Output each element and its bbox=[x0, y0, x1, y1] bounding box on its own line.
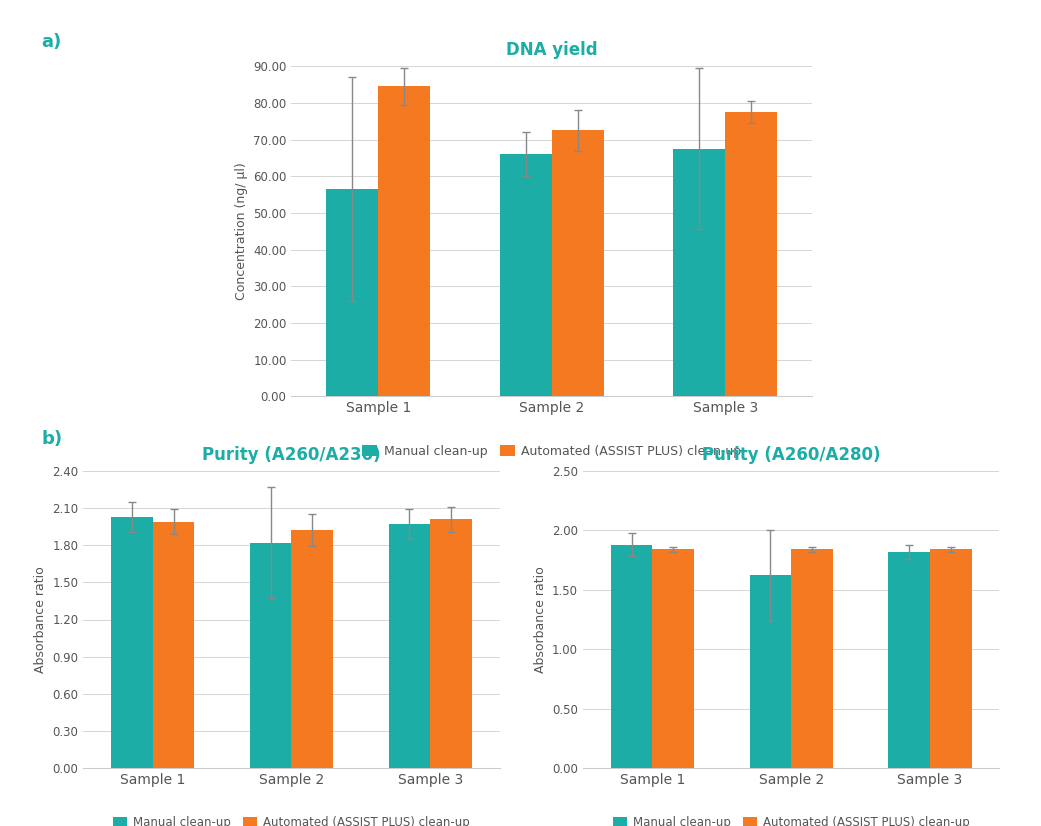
Y-axis label: Absorbance ratio: Absorbance ratio bbox=[534, 566, 547, 673]
Legend: Manual clean-up, Automated (ASSIST PLUS) clean-up: Manual clean-up, Automated (ASSIST PLUS)… bbox=[357, 440, 746, 463]
Bar bbox=[153, 522, 195, 768]
Bar bbox=[674, 149, 726, 396]
Bar bbox=[750, 576, 791, 768]
Bar bbox=[430, 520, 472, 768]
Text: a): a) bbox=[42, 33, 61, 51]
Legend: Manual clean-up, Automated (ASSIST PLUS) clean-up: Manual clean-up, Automated (ASSIST PLUS)… bbox=[108, 811, 475, 826]
Title: Purity (A260/A230): Purity (A260/A230) bbox=[202, 446, 381, 463]
Bar bbox=[611, 544, 653, 768]
Bar bbox=[500, 154, 552, 396]
Legend: Manual clean-up, Automated (ASSIST PLUS) clean-up: Manual clean-up, Automated (ASSIST PLUS)… bbox=[608, 811, 974, 826]
Text: b): b) bbox=[42, 430, 62, 448]
Bar bbox=[930, 549, 971, 768]
Bar bbox=[291, 530, 333, 768]
Bar bbox=[378, 86, 430, 396]
Bar bbox=[888, 552, 930, 768]
Y-axis label: Concentration (ng/ µl): Concentration (ng/ µl) bbox=[234, 163, 248, 300]
Bar bbox=[326, 189, 378, 396]
Title: DNA yield: DNA yield bbox=[506, 41, 598, 59]
Bar bbox=[791, 549, 833, 768]
Bar bbox=[388, 524, 430, 768]
Bar bbox=[552, 131, 604, 396]
Bar bbox=[111, 517, 153, 768]
Y-axis label: Absorbance ratio: Absorbance ratio bbox=[33, 566, 47, 673]
Bar bbox=[726, 112, 778, 396]
Bar bbox=[653, 549, 694, 768]
Bar bbox=[250, 543, 291, 768]
Title: Purity (A260/A280): Purity (A260/A280) bbox=[702, 446, 881, 463]
